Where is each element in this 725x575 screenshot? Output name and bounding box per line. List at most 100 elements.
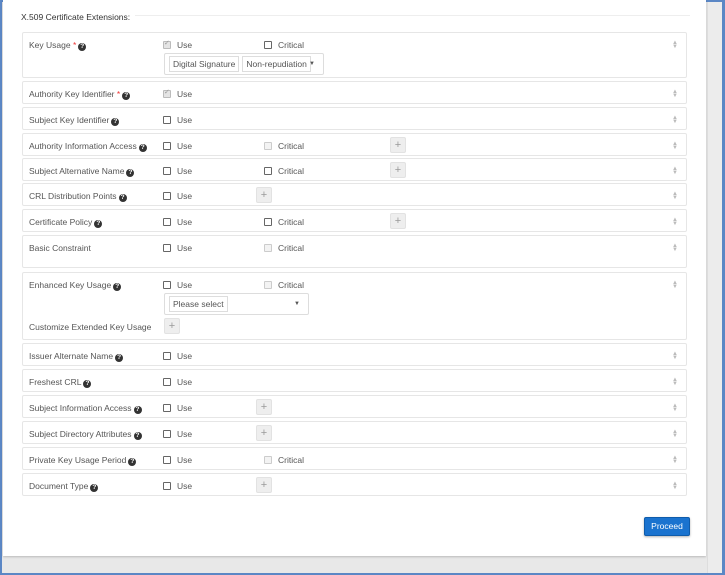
- critical-checkbox[interactable]: Critical: [264, 166, 304, 176]
- use-checkbox[interactable]: Use: [163, 377, 192, 387]
- use-checkbox[interactable]: Use: [163, 191, 192, 201]
- checkbox-icon[interactable]: [163, 244, 171, 252]
- help-icon[interactable]: ?: [118, 194, 127, 202]
- use-checkbox[interactable]: Use: [163, 351, 192, 361]
- sort-handle-icon[interactable]: ▲ ▼: [672, 243, 678, 253]
- extension-name: Authority Key Identifier: [29, 89, 115, 99]
- critical-checkbox[interactable]: Critical: [264, 455, 304, 465]
- sort-handle-icon[interactable]: ▲ ▼: [672, 377, 678, 387]
- help-icon[interactable]: ?: [115, 354, 124, 362]
- critical-checkbox[interactable]: Critical: [264, 141, 304, 151]
- extension-row-certificate-policy: Certificate Policy? Use Critical + ▲ ▼: [22, 209, 687, 232]
- sort-handle-icon[interactable]: ▲ ▼: [672, 89, 678, 99]
- sort-handle-icon[interactable]: ▲ ▼: [672, 351, 678, 361]
- checkbox-icon[interactable]: [264, 218, 272, 226]
- help-icon[interactable]: ?: [94, 220, 103, 228]
- checkbox-icon[interactable]: [163, 116, 171, 124]
- checkbox-icon[interactable]: [163, 456, 171, 464]
- help-icon[interactable]: ?: [133, 406, 142, 414]
- use-checkbox[interactable]: Use: [163, 88, 192, 99]
- sort-handle-icon[interactable]: ▲ ▼: [672, 280, 678, 290]
- sort-handle-icon[interactable]: ▲ ▼: [672, 481, 678, 491]
- checkbox-icon[interactable]: [163, 430, 171, 438]
- use-checkbox[interactable]: Use: [163, 166, 192, 176]
- checkbox-icon[interactable]: [264, 244, 272, 252]
- checkbox-icon[interactable]: [163, 281, 171, 289]
- checkbox-icon[interactable]: [264, 456, 272, 464]
- add-button[interactable]: +: [256, 399, 272, 415]
- critical-label: Critical: [278, 217, 304, 227]
- help-icon[interactable]: ?: [138, 144, 147, 152]
- add-custom-eku-button[interactable]: +: [164, 318, 180, 334]
- use-checkbox[interactable]: Use: [163, 403, 192, 413]
- sort-handle-icon[interactable]: ▲ ▼: [672, 217, 678, 227]
- extension-name: Certificate Policy: [29, 217, 93, 227]
- help-icon[interactable]: ?: [128, 458, 137, 466]
- sort-handle-icon[interactable]: ▲ ▼: [672, 403, 678, 413]
- add-button[interactable]: +: [390, 213, 406, 229]
- key-usage-select[interactable]: Digital Signature Non-repudiation ▼: [164, 53, 324, 75]
- use-checkbox[interactable]: Use: [163, 141, 192, 151]
- checkbox-icon[interactable]: [163, 192, 171, 200]
- help-icon[interactable]: ?: [111, 118, 120, 126]
- checkbox-icon[interactable]: [163, 142, 171, 150]
- use-checkbox[interactable]: Use: [163, 217, 192, 227]
- scrollbar[interactable]: [707, 2, 722, 573]
- checkbox-icon[interactable]: [163, 218, 171, 226]
- extension-label: CRL Distribution Points?: [29, 191, 127, 202]
- sort-handle-icon[interactable]: ▲ ▼: [672, 455, 678, 465]
- use-checkbox[interactable]: Use: [163, 39, 192, 50]
- extension-row-basic-constraint: Basic Constraint Use Critical ▲ ▼: [22, 235, 687, 268]
- checkbox-icon[interactable]: [264, 167, 272, 175]
- use-label: Use: [177, 455, 193, 465]
- checkbox-icon[interactable]: [163, 482, 171, 490]
- help-icon[interactable]: ?: [113, 283, 122, 291]
- sort-handle-icon[interactable]: ▲ ▼: [672, 191, 678, 201]
- sort-handle-icon[interactable]: ▲ ▼: [672, 429, 678, 439]
- checkbox-icon[interactable]: [264, 281, 272, 289]
- selected-tag[interactable]: Non-repudiation: [242, 56, 311, 72]
- checkbox-icon[interactable]: [163, 352, 171, 360]
- proceed-button[interactable]: Proceed: [644, 517, 690, 536]
- use-checkbox[interactable]: Use: [163, 481, 192, 491]
- eku-select[interactable]: Please select ▼: [164, 293, 309, 315]
- critical-checkbox[interactable]: Critical: [264, 280, 304, 290]
- critical-checkbox[interactable]: Critical: [264, 243, 304, 253]
- help-icon[interactable]: ?: [133, 432, 142, 440]
- extension-label: Authority Key Identifier *?: [29, 89, 131, 100]
- checkbox-icon[interactable]: [163, 167, 171, 175]
- add-button[interactable]: +: [390, 137, 406, 153]
- checkbox-icon[interactable]: [163, 378, 171, 386]
- critical-checkbox[interactable]: Critical: [264, 217, 304, 227]
- critical-label: Critical: [278, 243, 304, 253]
- checkbox-icon[interactable]: [163, 88, 171, 98]
- add-button[interactable]: +: [256, 187, 272, 203]
- help-icon[interactable]: ?: [83, 380, 92, 388]
- checkbox-icon[interactable]: [264, 41, 272, 49]
- help-icon[interactable]: ?: [90, 484, 99, 492]
- add-button[interactable]: +: [256, 477, 272, 493]
- add-button[interactable]: +: [390, 162, 406, 178]
- use-checkbox[interactable]: Use: [163, 243, 192, 253]
- add-button[interactable]: +: [256, 425, 272, 441]
- critical-checkbox[interactable]: Critical: [264, 40, 304, 50]
- use-checkbox[interactable]: Use: [163, 455, 192, 465]
- help-icon[interactable]: ?: [78, 43, 87, 51]
- help-icon[interactable]: ?: [122, 92, 131, 100]
- checkbox-icon[interactable]: [163, 404, 171, 412]
- sort-handle-icon[interactable]: ▲ ▼: [672, 115, 678, 125]
- extension-label: Issuer Alternate Name?: [29, 351, 124, 362]
- use-checkbox[interactable]: Use: [163, 115, 192, 125]
- sort-handle-icon[interactable]: ▲ ▼: [672, 141, 678, 151]
- use-checkbox[interactable]: Use: [163, 280, 192, 290]
- selected-tag[interactable]: Digital Signature: [169, 56, 240, 72]
- use-checkbox[interactable]: Use: [163, 429, 192, 439]
- checkbox-icon[interactable]: [163, 39, 171, 49]
- sort-handle-icon[interactable]: ▲ ▼: [672, 166, 678, 176]
- checkbox-icon[interactable]: [264, 142, 272, 150]
- sort-handle-icon[interactable]: ▲ ▼: [672, 40, 678, 50]
- extension-name: Subject Directory Attributes: [29, 429, 132, 439]
- chevron-down-icon[interactable]: ▼: [309, 61, 315, 67]
- help-icon[interactable]: ?: [126, 169, 135, 177]
- chevron-down-icon[interactable]: ▼: [294, 301, 300, 307]
